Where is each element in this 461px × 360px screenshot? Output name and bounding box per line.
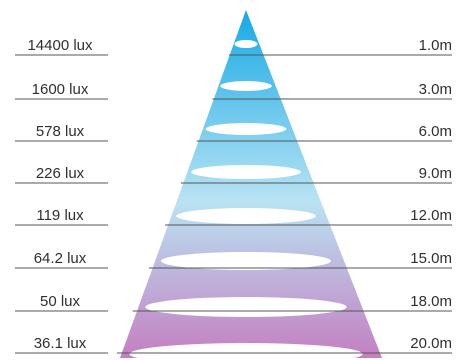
light-beam-cone — [120, 10, 382, 358]
illuminance-label: 226 lux — [36, 165, 85, 182]
cross-section-ellipse — [234, 40, 258, 48]
illuminance-label: 119 lux — [36, 207, 84, 224]
distance-label: 18.0m — [410, 293, 452, 310]
distance-label: 3.0m — [419, 81, 452, 98]
cross-section-ellipse — [129, 343, 363, 360]
cross-section-ellipse — [160, 252, 332, 270]
distance-label: 1.0m — [419, 37, 452, 54]
illuminance-label: 50 lux — [40, 293, 81, 310]
distance-label: 20.0m — [410, 335, 452, 352]
illuminance-label: 1600 lux — [32, 81, 89, 98]
beam-cross-sections — [129, 40, 363, 360]
distance-rule-lines — [15, 54, 452, 354]
illuminance-label: 14400 lux — [27, 37, 93, 54]
distance-label: 12.0m — [410, 207, 452, 224]
distance-label: 15.0m — [410, 250, 452, 267]
row-labels: 14400 lux 1.0m 1600 lux 3.0m 578 lux 6.0m 226 … — [27, 37, 452, 352]
cross-section-ellipse — [205, 123, 287, 135]
distance-label: 9.0m — [419, 165, 452, 182]
cross-section-ellipse — [191, 165, 301, 179]
cross-section-ellipse — [145, 297, 347, 317]
distance-label: 6.0m — [419, 123, 452, 140]
illuminance-label: 36.1 lux — [34, 335, 87, 352]
cross-section-ellipse — [220, 81, 272, 91]
illuminance-label: 578 lux — [36, 123, 85, 140]
cross-section-ellipse — [176, 208, 316, 224]
illuminance-label: 64.2 lux — [34, 250, 87, 267]
